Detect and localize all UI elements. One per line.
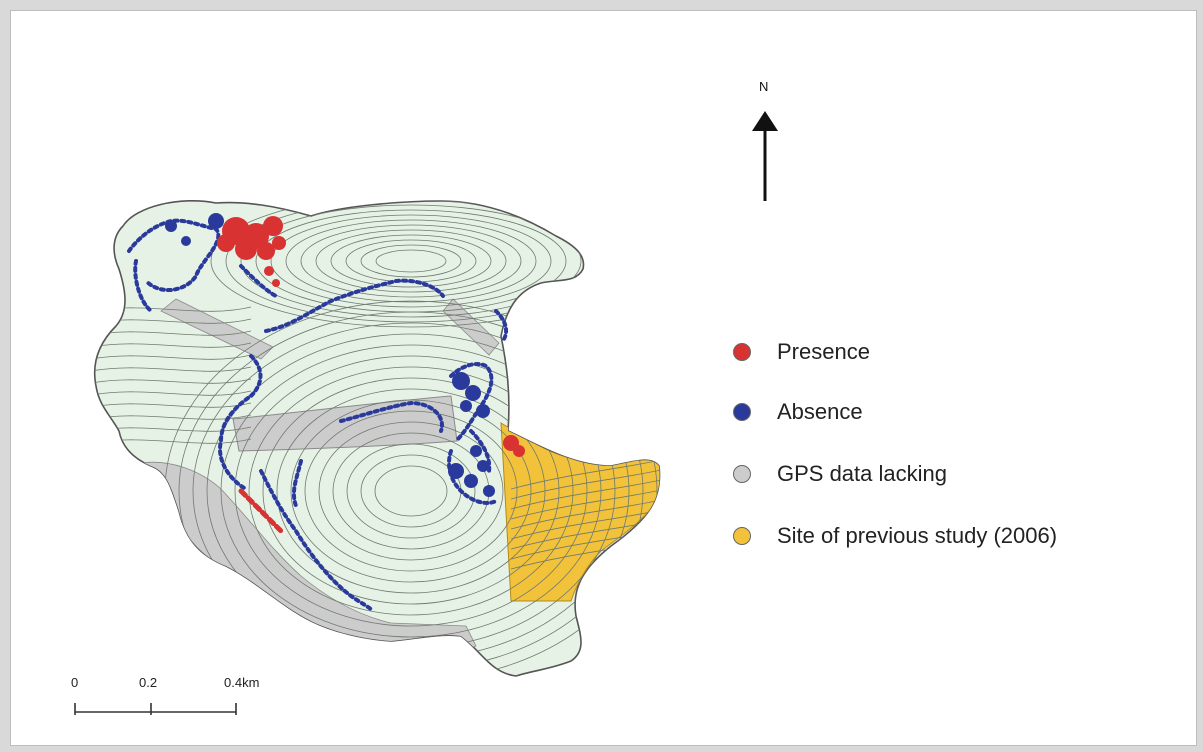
legend-item-gps-lacking: GPS data lacking bbox=[733, 461, 947, 487]
scale-tick-2: 0.4km bbox=[224, 675, 260, 690]
blue-dot-icon bbox=[733, 403, 751, 421]
legend-label-gps-lacking: GPS data lacking bbox=[777, 461, 947, 486]
gray-dot-icon bbox=[733, 465, 751, 483]
scale-tick-1: 0.2 bbox=[139, 675, 158, 690]
legend-item-presence: Presence bbox=[733, 339, 870, 365]
north-label: N bbox=[759, 79, 769, 94]
island-map bbox=[74, 111, 778, 715]
gps-lacking-central-band bbox=[232, 395, 458, 452]
map-frame: N 0 0.2 0.4km Presence Absence GPS data … bbox=[10, 10, 1197, 746]
legend-label-absence: Absence bbox=[777, 399, 863, 424]
scale-bar bbox=[74, 703, 237, 715]
absence-clusters bbox=[165, 213, 495, 497]
absence-tracks bbox=[127, 218, 509, 613]
presence-clusters bbox=[217, 216, 525, 457]
legend-item-absence: Absence bbox=[733, 399, 863, 425]
north-arrow-icon bbox=[752, 111, 778, 201]
red-dot-icon bbox=[733, 343, 751, 361]
presence-track bbox=[238, 488, 284, 534]
legend-label-presence: Presence bbox=[777, 339, 870, 364]
previous-study-area bbox=[500, 422, 660, 602]
yellow-dot-icon bbox=[733, 527, 751, 545]
legend-item-previous-study: Site of previous study (2006) bbox=[733, 523, 1057, 549]
legend-label-previous-study: Site of previous study (2006) bbox=[777, 523, 1058, 548]
scale-tick-0: 0 bbox=[71, 675, 79, 690]
